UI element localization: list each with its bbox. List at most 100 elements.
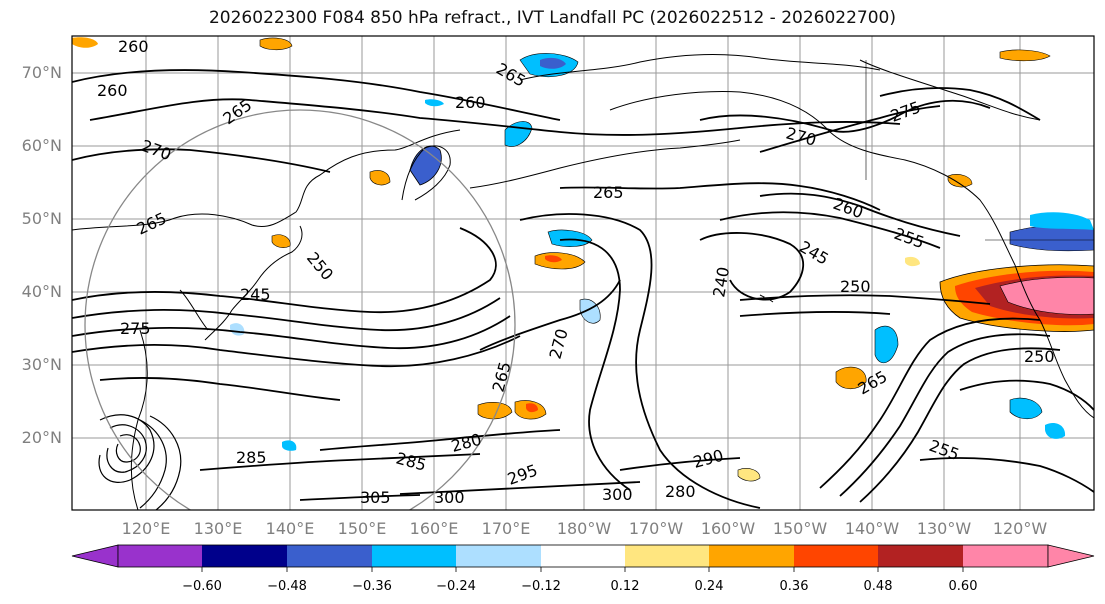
contour-mid-250 <box>739 294 991 305</box>
colorbar-tick-label: −0.36 <box>352 579 392 594</box>
colorbar-cell <box>202 545 287 567</box>
coast-japan <box>204 225 303 341</box>
colorbar-cell <box>118 545 202 567</box>
shade-cyan-small <box>425 99 444 107</box>
graticule <box>72 36 1094 510</box>
lat-label: 60°N <box>22 136 62 155</box>
colorbar-tick-label: 0.36 <box>780 579 809 594</box>
shade-orange-alaska <box>947 174 973 188</box>
contour-subtrop-bend2 <box>839 333 1051 497</box>
shade-orange-kam <box>369 170 391 186</box>
contour-label: 305 <box>360 488 391 507</box>
shade-orange-jp <box>271 234 291 248</box>
trop-swirl3 <box>115 434 141 463</box>
shade-cyan-north <box>547 229 593 247</box>
contour-trop-285 <box>199 453 481 471</box>
contour-sub-265 <box>479 279 621 351</box>
lon-label: 180°W <box>557 519 612 538</box>
shade-cyan-bc <box>1030 212 1094 230</box>
colorbar-cell <box>794 545 878 567</box>
lon-label: 150°W <box>773 519 828 538</box>
colorbar-cell <box>541 545 625 567</box>
trop-swirl5 <box>149 415 182 510</box>
lat-label: 30°N <box>22 355 62 374</box>
shade-cyan-sw <box>1045 423 1066 439</box>
contour-jet1 <box>72 227 497 314</box>
lon-label: 150°E <box>338 519 387 538</box>
coast-alaska <box>609 91 1016 266</box>
coast-aleutians <box>469 139 741 189</box>
contour-trop-280 <box>319 429 561 451</box>
coast-arctic <box>519 54 881 81</box>
contour-jet4 <box>72 335 521 368</box>
colorbar-tick-labels: −0.60 −0.48 −0.36 −0.24 −0.12 0.12 0.24 … <box>182 579 977 594</box>
lon-label: 170°W <box>629 519 684 538</box>
colorbar-cell <box>372 545 456 567</box>
shade-orange-sm <box>737 468 761 482</box>
contour-270 <box>72 148 331 173</box>
contour-arctic <box>699 99 991 133</box>
shade-red-mid <box>526 403 538 413</box>
contour-label: 250 <box>840 277 871 296</box>
colorbar-tick-label: −0.48 <box>267 579 307 594</box>
colorbar-min-extend <box>71 544 119 568</box>
lon-label: 130°E <box>194 519 243 538</box>
map-title: 2026022300 F084 850 hPa refract., IVT La… <box>208 8 896 28</box>
contour-sw-se <box>919 457 1094 493</box>
contour-label: 300 <box>434 488 465 507</box>
contour-label: 265 <box>593 183 624 202</box>
coast-arctic-e <box>859 59 1041 121</box>
range-circle <box>84 109 516 510</box>
map-frame <box>71 35 1095 511</box>
shade-red-pnw <box>545 255 562 263</box>
shade-blue-arctic <box>540 57 566 69</box>
colorbar-cell <box>456 545 541 567</box>
trop-swirl4 <box>139 419 167 509</box>
contour-cali <box>959 379 1094 411</box>
contour-label: 260 <box>97 81 128 100</box>
contour-260-e <box>759 192 961 237</box>
lat-label: 70°N <box>22 63 62 82</box>
contour-label: 250 <box>1024 347 1055 366</box>
colorbar-max-extend <box>1047 544 1095 568</box>
shade-orange-sub <box>835 366 867 390</box>
trop-swirl2 <box>106 424 147 473</box>
colorbar-tick-label: 0.24 <box>695 579 724 594</box>
colorbar-tick-label: 0.12 <box>611 579 640 594</box>
colorbar-cell <box>287 545 372 567</box>
lon-label: 170°E <box>482 519 531 538</box>
lon-label: 130°W <box>917 519 972 538</box>
lon-label: 160°E <box>410 519 459 538</box>
colorbar-cell <box>878 545 963 567</box>
lon-label: 160°W <box>701 519 756 538</box>
colorbar-cell <box>709 545 794 567</box>
colorbar-tick-label: −0.60 <box>182 579 222 594</box>
colorbar-tick-label: 0.60 <box>949 579 978 594</box>
contour-label: 285 <box>236 448 267 467</box>
contour-trop-300 <box>399 481 641 495</box>
contour-north-260 <box>72 69 561 121</box>
shade-cyan-cali <box>1009 397 1043 420</box>
shade-orange-nw <box>72 37 98 48</box>
lon-label: 140°W <box>845 519 900 538</box>
contour-jet2 <box>72 297 501 332</box>
contour-jet3 <box>72 315 511 350</box>
lat-label: 20°N <box>22 428 62 447</box>
contour-central <box>519 213 761 509</box>
contour-label: 260 <box>118 37 149 56</box>
coastlines <box>72 54 1094 510</box>
colorbar-tick-label: −0.24 <box>436 579 476 594</box>
contour-trop-290 <box>619 457 741 471</box>
contour-ne-270 <box>759 105 941 153</box>
colorbar-cell <box>625 545 709 567</box>
lon-label: 120°W <box>993 519 1048 538</box>
lon-label: 120°E <box>122 519 171 538</box>
shade-orange-mid <box>477 402 513 420</box>
trop-swirl1 <box>98 414 155 483</box>
lat-label: 50°N <box>22 209 62 228</box>
contour-255 <box>719 211 941 249</box>
coast-kamchatka <box>401 145 451 201</box>
contour-label: 275 <box>120 319 151 338</box>
contour-north-265 <box>89 98 901 136</box>
